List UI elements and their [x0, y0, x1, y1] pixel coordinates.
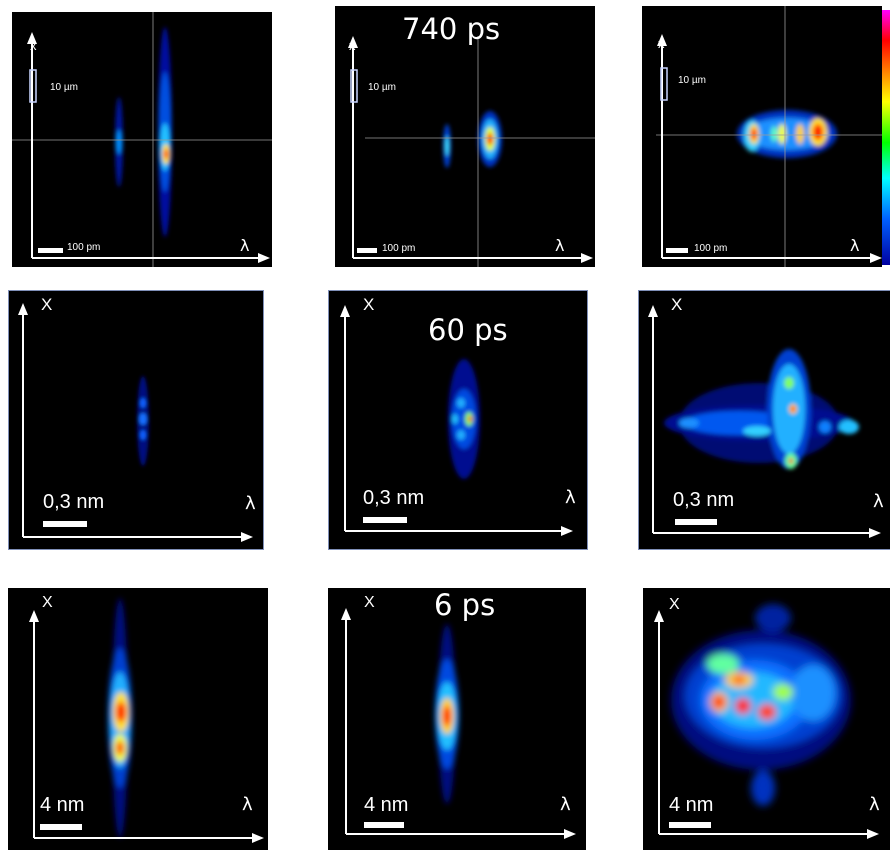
spectrogram-image: [18, 303, 253, 542]
spectral-scale-label: 100 pm: [382, 243, 416, 254]
space-scale-label: 10 µm: [678, 75, 706, 86]
axis-spectral-label: λ: [242, 794, 253, 815]
spectral-scale-label: 4 nm: [40, 794, 85, 816]
colorbar: [882, 10, 890, 265]
spectral-scale-label: 0,3 nm: [363, 487, 425, 509]
axis-spectral-label: λ: [869, 794, 880, 815]
panel-740ps-middle: x 10 µm 100 pm λ: [335, 6, 595, 267]
spectrogram-image: [348, 36, 595, 267]
axis-space-label: X: [363, 295, 375, 314]
time-label-740ps: 740 ps: [402, 12, 501, 46]
axis-space-label: X: [669, 596, 680, 613]
spectrogram-image: [654, 604, 879, 839]
axis-spectral-label: λ: [555, 236, 565, 255]
panel-740ps-right: x 10 µm 100 pm λ: [642, 6, 882, 267]
panel-60ps-left: X 0,3 nm λ: [8, 290, 264, 550]
axis-space-label: X: [364, 594, 375, 611]
axis-space-label: X: [42, 594, 53, 611]
axis-spectral-label: λ: [245, 493, 256, 514]
panel-6ps-right: X 4 nm λ: [643, 588, 890, 850]
axis-space-label: X: [41, 295, 53, 314]
axis-spectral-label: λ: [873, 491, 884, 512]
panel-60ps-right: X 0,3 nm λ: [638, 290, 890, 550]
spectrogram-image: [12, 12, 272, 267]
axis-spectral-label: λ: [560, 794, 571, 815]
panel-740ps-left: x 10 µm 100 pm λ: [12, 12, 272, 267]
axis-space-label: x: [658, 36, 665, 51]
panel-6ps-left: X 4 nm λ: [8, 588, 268, 850]
axis-spectral-label: λ: [565, 487, 576, 508]
space-scale-label: 10 µm: [50, 82, 78, 93]
spectral-scale-label: 100 pm: [694, 243, 728, 254]
axis-spectral-label: λ: [240, 236, 250, 255]
panel-60ps-middle: X 0,3 nm λ: [328, 290, 588, 550]
spectrogram-image: [341, 608, 576, 839]
time-label-6ps: 6 ps: [434, 588, 496, 622]
axis-spectral-label: λ: [850, 236, 860, 255]
spectral-scale-label: 4 nm: [364, 794, 409, 816]
axis-space-label: X: [671, 295, 683, 314]
spectrogram-image: [648, 305, 881, 538]
spectrogram-image: [29, 598, 264, 843]
spectral-scale-label: 0,3 nm: [43, 491, 105, 513]
space-scale-label: 10 µm: [368, 82, 396, 93]
spectral-scale-label: 0,3 nm: [673, 489, 735, 511]
panel-6ps-middle: X 4 nm λ: [328, 588, 586, 850]
axis-space-label: x: [30, 38, 37, 53]
time-label-60ps: 60 ps: [428, 313, 508, 347]
spectral-scale-label: 4 nm: [669, 794, 714, 816]
spectral-scale-label: 100 pm: [67, 242, 101, 253]
spectrogram-image: [340, 305, 573, 536]
spectrogram-image: [656, 6, 882, 267]
axis-space-label: x: [349, 38, 356, 53]
